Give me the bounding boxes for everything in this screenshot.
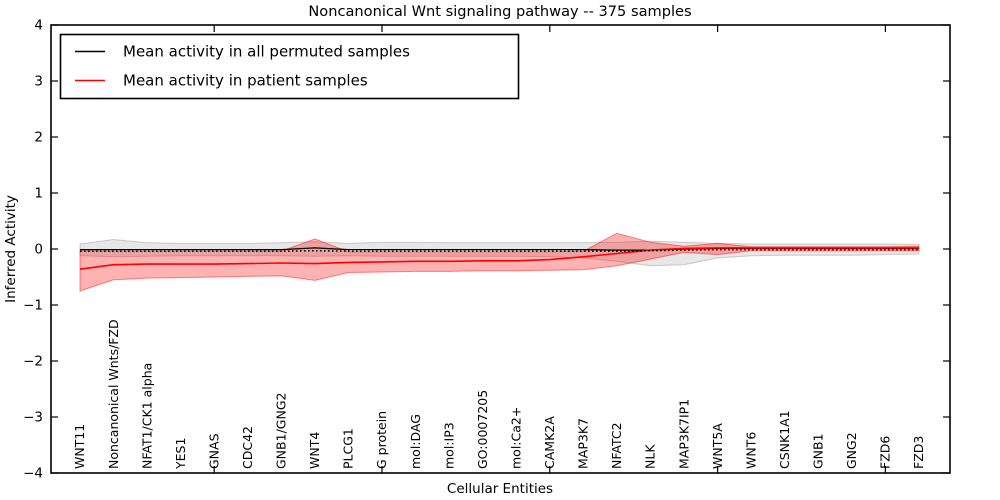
x-category-label: CDC42 [240, 426, 255, 469]
x-category-label: CSNK1A1 [777, 410, 792, 469]
x-category-label: NFAT1/CK1 alpha [139, 363, 154, 469]
x-category-label: mol:DAG [408, 414, 423, 469]
x-category-label: GO:0007205 [475, 390, 490, 469]
x-category-label: GNAS [206, 433, 221, 469]
band-patient-activity-range [79, 232, 920, 292]
x-category-label: NLK [643, 444, 658, 469]
x-category-label: WNT5A [710, 423, 725, 469]
y-axis-label: Inferred Activity [3, 195, 19, 303]
y-tick-label: 0 [34, 242, 43, 258]
x-category-label: NFATC2 [609, 422, 624, 469]
x-category-label: mol:IP3 [441, 422, 456, 469]
legend-label-permuted: Mean activity in all permuted samples [123, 43, 410, 61]
legend: Mean activity in all permuted samples Me… [59, 33, 520, 100]
x-category-label: Noncanonical Wnts/FZD [106, 319, 121, 469]
x-category-label: WNT6 [743, 432, 758, 469]
band-permuted-activity-range [79, 238, 920, 267]
x-category-label: MAP3K7IP1 [676, 399, 691, 469]
y-tick-label: −1 [23, 298, 43, 314]
x-category-label: MAP3K7 [576, 418, 591, 469]
y-tick-label: 1 [34, 186, 43, 202]
y-tick-label: −2 [23, 354, 43, 370]
chart-title: Noncanonical Wnt signaling pathway -- 37… [308, 3, 691, 20]
x-category-label: PLCG1 [341, 428, 356, 469]
legend-box [59, 33, 520, 100]
x-axis-label: Cellular Entities [447, 481, 553, 497]
axes-frame [50, 24, 951, 474]
x-category-label: WNT11 [72, 424, 87, 469]
x-category-label: FZD6 [878, 436, 893, 469]
x-category-label: mol:Ca2+ [509, 407, 524, 469]
x-category-label: GNB1/GNG2 [274, 393, 289, 469]
y-tick-label: −4 [23, 466, 43, 482]
x-category-label: GNB1 [811, 433, 826, 469]
x-category-label: FZD3 [911, 436, 926, 469]
x-category-label: CAMK2A [542, 416, 557, 469]
x-category-label: WNT4 [307, 432, 322, 469]
series-line-patient-mean [79, 247, 919, 270]
legend-label-patient: Mean activity in patient samples [123, 72, 368, 90]
y-tick-label: −3 [23, 410, 43, 426]
y-tick-label: 2 [34, 130, 43, 146]
x-category-label: YES1 [173, 438, 188, 470]
y-tick-label: 4 [34, 18, 43, 34]
x-category-label: GNG2 [844, 432, 859, 469]
y-tick-label: 3 [34, 74, 43, 90]
plot-area: 4 3 2 1 0 −1 −2 −3 −4 WNT11 Noncanonical Wnts/FZD N… [23, 18, 950, 482]
x-category-label: G protein [374, 411, 389, 469]
